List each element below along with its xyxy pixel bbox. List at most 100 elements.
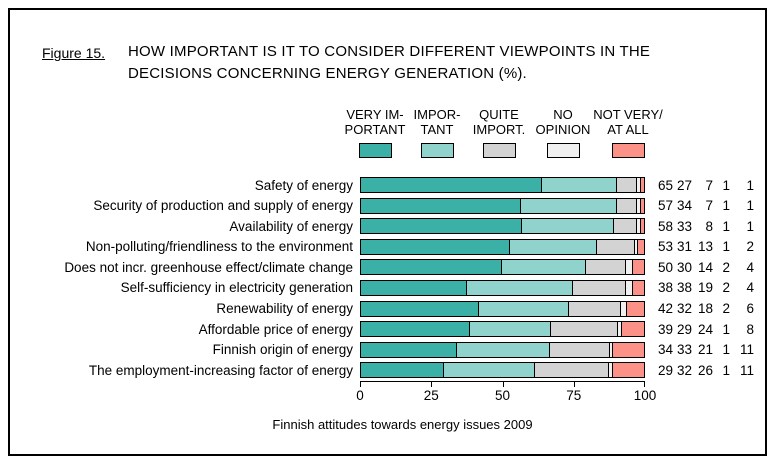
value-label: 11 [739,342,754,358]
legend-label-line2: TANT [420,122,454,137]
legend-item: QUITE IMPORT. [461,107,537,158]
chart-rows: Safety of energy 65 27 7 1 1 Security of produ… [0,177,754,383]
figure-title-line2: DECISIONS CONCERNING ENERGY GENERATION (… [128,65,527,82]
row-label: Does not incr. greenhouse effect/climate… [64,259,353,275]
bar-segment [572,280,627,295]
value-label: 6 [746,301,754,317]
value-label: 65 [657,177,673,193]
bar-segment [509,239,598,254]
value-label: 1 [722,177,730,193]
value-label: 18 [697,301,713,317]
value-label: 34 [676,198,692,214]
value-label: 33 [676,218,692,234]
value-label: 29 [676,321,692,337]
bar-row: Safety of energy 65 27 7 1 1 [0,177,754,193]
axis-tick-label: 75 [566,388,582,403]
value-label: 32 [676,301,692,317]
legend-label-line1: NOT VERY/ [593,107,663,122]
bar-segment [361,280,467,295]
bar-row: Affordable price of energy 39 29 24 1 8 [0,321,754,338]
bar-segment [609,363,613,378]
row-values: 42 32 18 2 6 [655,301,754,316]
value-label: 30 [676,259,692,275]
bar-segment [466,280,573,295]
legend-label-line1: VERY IM- [346,107,404,122]
legend-swatch [546,143,580,158]
value-label: 38 [657,280,673,296]
value-label: 58 [657,218,673,234]
value-label: 1 [746,198,754,214]
row-label: Renewability of energy [216,301,353,317]
bar-segment [618,322,622,337]
bar-segment [586,260,627,275]
value-label: 4 [746,280,754,296]
bar-track [360,279,645,296]
bar-segment [609,342,614,357]
bar-segment [597,239,635,254]
bar-segment [522,219,615,234]
bar-row: Non-polluting/friendliness to the enviro… [0,238,754,255]
row-values: 29 32 26 1 11 [655,363,754,378]
axis-tick-label: 25 [423,388,439,403]
figure-title-line1: HOW IMPORTANT IS IT TO CONSIDER DIFFEREN… [128,43,651,60]
value-label: 13 [697,239,713,255]
bar-track [360,218,645,235]
row-values: 57 34 7 1 1 [655,198,754,213]
value-label: 26 [697,362,713,378]
bar-segment [534,363,610,378]
value-label: 31 [676,239,692,255]
bar-segment [550,322,619,337]
value-label: 27 [676,177,692,193]
value-label: 1 [722,362,730,378]
axis-tick [502,382,504,387]
value-label: 7 [705,177,713,193]
legend-label-line1: QUITE [479,107,519,122]
value-label: 8 [705,218,713,234]
bar-segment [641,198,645,213]
row-values: 39 29 24 1 8 [655,322,754,337]
legend-label-line1: NO [553,107,573,122]
value-label: 50 [657,259,673,275]
figure-title: HOW IMPORTANT IS IT TO CONSIDER DIFFEREN… [128,41,650,85]
legend-swatch [358,143,392,158]
value-label: 39 [657,321,673,337]
bar-row: The employment-increasing factor of ener… [0,362,754,379]
legend-swatch [611,143,645,158]
row-label: Non-polluting/friendliness to the enviro… [85,239,353,255]
bar-row: Availability of energy 58 33 8 1 1 [0,218,754,235]
row-label: Availability of energy [229,218,353,234]
bar-segment [361,301,480,316]
bar-segment [620,301,628,316]
legend-swatch [482,143,516,158]
x-axis: 0 25 50 75 100 [356,381,656,406]
axis-tick [360,382,361,387]
value-label: 1 [722,239,730,255]
legend-item: IMPOR- TANT [399,107,475,158]
bar-segment [621,322,644,337]
bar-segment [613,342,644,357]
value-label: 33 [676,342,692,358]
bar-segment [361,198,522,213]
bar-segment [626,280,633,295]
row-label: Security of production and supply of ene… [93,198,353,214]
bar-segment [613,363,644,378]
value-label: 2 [722,301,730,317]
legend-label-line2: OPINION [535,122,591,137]
row-label: The employment-increasing factor of ener… [88,362,353,378]
bar-segment [626,260,633,275]
bar-row: Security of production and supply of ene… [0,197,754,214]
bar-segment [443,363,535,378]
bar-segment [616,198,638,213]
value-label: 1 [722,321,730,337]
value-label: 42 [657,301,673,317]
value-label: 1 [722,218,730,234]
row-values: 38 38 19 2 4 [655,280,754,295]
bar-track [360,321,645,338]
bar-segment [469,322,551,337]
bar-segment [637,178,642,192]
legend-label-line2: AT ALL [607,122,649,137]
caption: Finnish attitudes towards energy issues … [272,417,533,432]
bar-track [360,238,645,255]
value-label: 1 [746,177,754,193]
bar-segment [361,178,542,192]
